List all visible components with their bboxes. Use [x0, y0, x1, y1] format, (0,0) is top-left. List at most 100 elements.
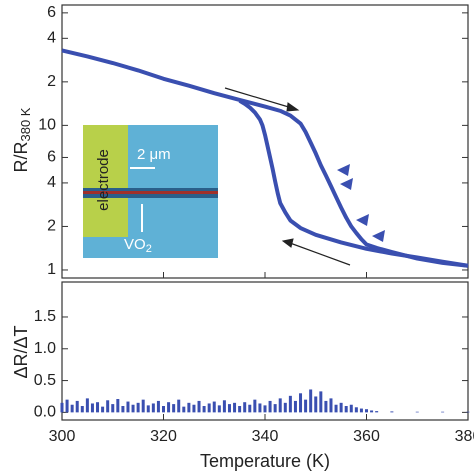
bar: [354, 407, 358, 413]
bar: [299, 393, 303, 413]
bar: [192, 404, 196, 413]
bar: [172, 404, 176, 413]
electrode-region: [83, 125, 128, 237]
bar: [167, 402, 171, 413]
bottom-frame: [61, 281, 469, 421]
bar: [390, 411, 394, 413]
y-tick-label: 2: [47, 73, 56, 90]
bar: [263, 405, 267, 413]
bar: [233, 402, 237, 413]
bar: [466, 411, 470, 413]
bar: [106, 400, 110, 413]
bar: [212, 401, 216, 413]
bar: [182, 406, 186, 413]
material-label: VO2: [124, 236, 152, 255]
bar: [101, 406, 105, 413]
bar: [141, 399, 145, 413]
bar: [136, 402, 140, 413]
bar: [131, 404, 135, 413]
bar: [304, 399, 308, 413]
bar: [309, 389, 313, 413]
bar: [75, 400, 79, 413]
y-axis-label: R/R380 K: [11, 107, 34, 172]
x-tick-label: 380: [455, 428, 474, 445]
x-tick-label: 320: [150, 428, 177, 445]
y-tick-label: 4: [47, 30, 56, 47]
bar: [162, 406, 165, 413]
bar: [70, 404, 74, 413]
bar: [324, 400, 328, 413]
bar: [248, 404, 252, 413]
y-label-text: R/R: [11, 141, 31, 172]
bar: [202, 406, 206, 413]
bar: [365, 409, 368, 413]
bar: [156, 400, 160, 413]
bar: [314, 396, 318, 413]
bar: [116, 399, 120, 413]
bar: [288, 395, 292, 413]
bar: [187, 402, 191, 413]
y-tick-label: 6: [47, 149, 56, 166]
bar: [217, 405, 221, 413]
bar: [283, 402, 287, 413]
bar: [278, 398, 282, 413]
y-label-subscript: 380 K: [18, 107, 33, 141]
bar: [177, 399, 181, 413]
bar: [243, 402, 247, 413]
x-tick-label: 340: [252, 428, 279, 445]
y-tick-label: 2: [47, 218, 56, 235]
bar: [268, 400, 272, 413]
y-tick-label: 1.0: [34, 340, 56, 357]
bar: [370, 410, 374, 413]
y-tick-label: 0.5: [34, 372, 56, 389]
bar: [344, 406, 348, 413]
electrode-label: electrode: [95, 149, 112, 211]
y-tick-label: 4: [47, 174, 56, 191]
y-tick-label: 1: [47, 261, 56, 278]
material-subscript: 2: [146, 243, 152, 255]
x-tick-label: 300: [49, 428, 76, 445]
scale-label: 2 μm: [137, 146, 171, 163]
x-tick-label: 360: [353, 428, 380, 445]
bar: [415, 411, 419, 413]
material-text: VO: [124, 236, 146, 253]
bar: [253, 399, 257, 413]
bar: [111, 404, 115, 413]
bar: [329, 398, 333, 413]
y-tick-label: 6: [47, 4, 56, 21]
inset-image: electrode 2 μm VO2: [83, 125, 218, 258]
bar: [146, 405, 150, 413]
bar: [349, 404, 353, 413]
bar: [60, 402, 64, 413]
bar: [334, 404, 338, 413]
bar: [441, 411, 445, 413]
bar: [359, 408, 363, 413]
bar: [80, 406, 84, 413]
y2-axis-label: ΔR/ΔT: [11, 325, 31, 378]
bar: [96, 402, 100, 413]
y-tick-label: 10: [38, 117, 56, 134]
bar: [319, 391, 323, 413]
bar: [258, 403, 262, 413]
bar: [238, 406, 242, 413]
bar: [85, 398, 89, 413]
y-tick-label: 1.5: [34, 308, 56, 325]
curve: [61, 48, 469, 268]
bar: [121, 406, 125, 413]
bar: [293, 400, 297, 413]
bar: [273, 404, 277, 413]
x-axis-label: Temperature (K): [200, 451, 330, 471]
bar: [90, 403, 94, 413]
marker-arrows: [337, 164, 385, 242]
bar: [65, 399, 69, 413]
bar: [227, 404, 231, 413]
bar: [126, 401, 130, 413]
annotation-arrows: [224, 87, 351, 266]
bar: [151, 403, 155, 413]
bar: [222, 400, 226, 413]
y-tick-label: 0.0: [34, 404, 56, 421]
wire-core: [83, 191, 218, 194]
bar: [339, 402, 343, 413]
bar: [207, 403, 211, 413]
